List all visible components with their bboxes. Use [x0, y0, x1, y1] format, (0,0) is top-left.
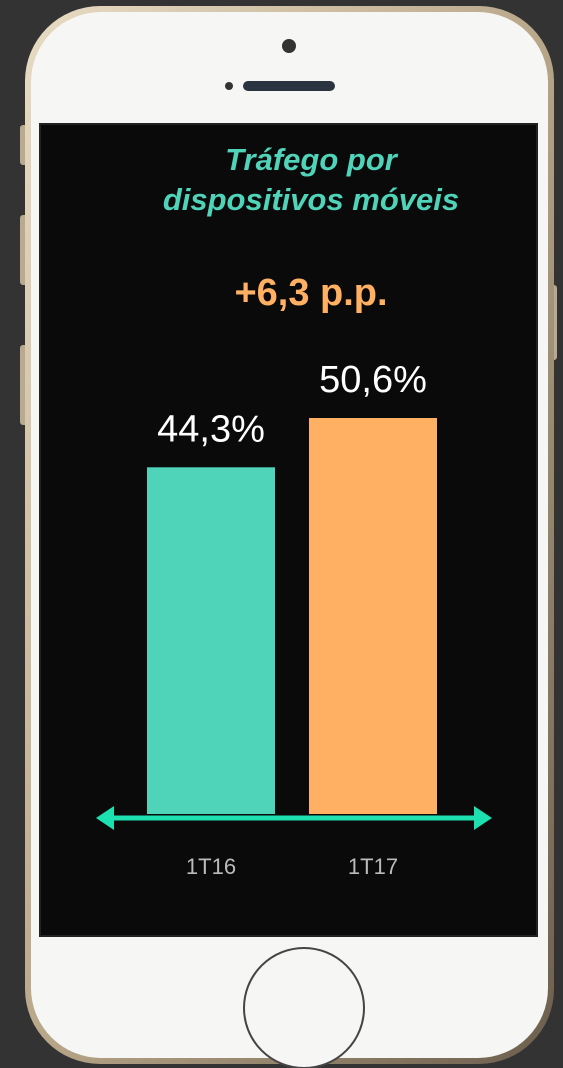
- screen: [39, 123, 538, 937]
- chart-title: Tráfego por dispositivos móveis: [111, 140, 511, 220]
- title-text: Tráfego por dispositivos móveis: [162, 142, 460, 217]
- sensor: [225, 82, 233, 90]
- value-label: 50,6%: [319, 359, 427, 401]
- bar: [147, 467, 275, 814]
- value-label: 44,3%: [157, 408, 265, 450]
- home-button: [243, 947, 365, 1068]
- arrow-head: [474, 806, 492, 830]
- camera: [282, 39, 296, 53]
- bar: [309, 418, 437, 814]
- x-tick-label: 1T16: [186, 854, 236, 879]
- annotation: +6,3 p.p.: [234, 272, 388, 314]
- x-tick-label: 1T17: [348, 854, 398, 879]
- speaker: [243, 81, 335, 91]
- arrow-head: [96, 806, 114, 830]
